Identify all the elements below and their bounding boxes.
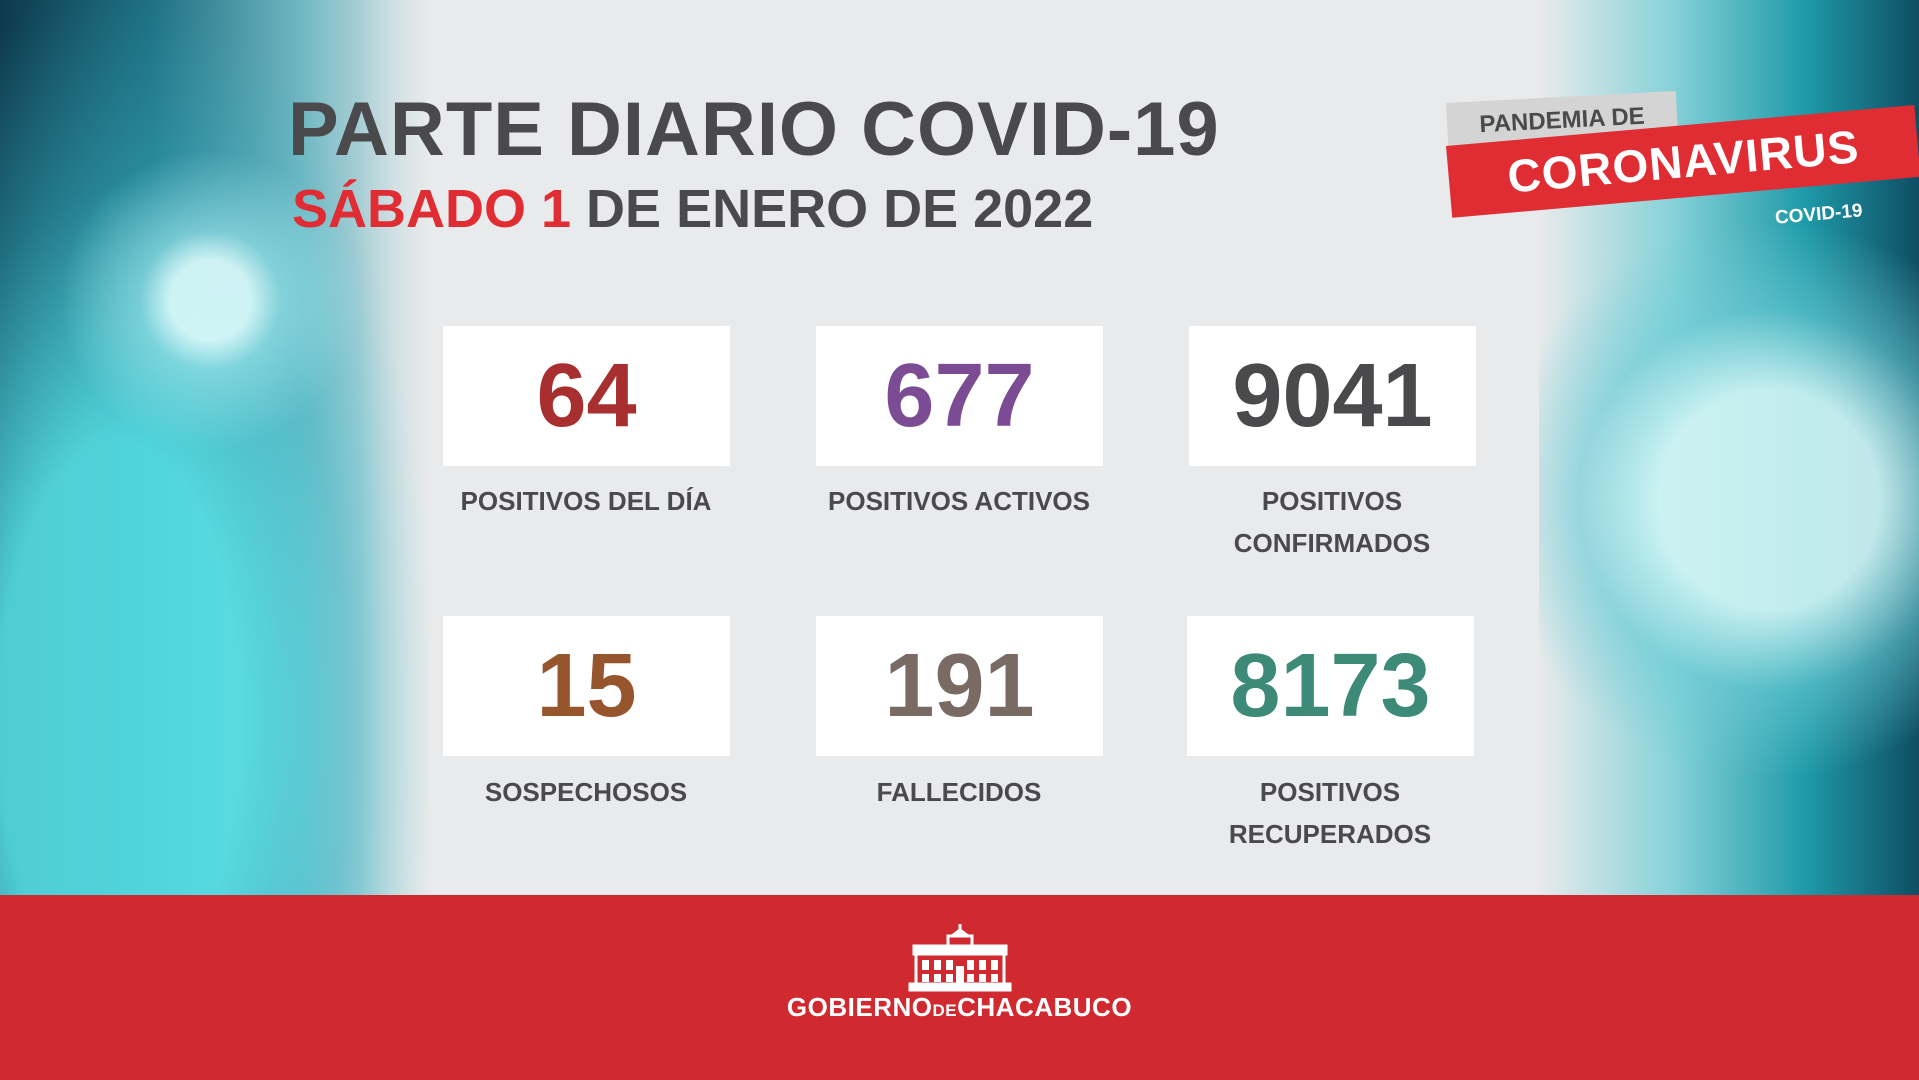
stat-value: 191 — [884, 636, 1035, 736]
gov-text-b: CHACABUCO — [957, 992, 1133, 1022]
stat-label: POSITIVOS RECUPERADOS — [1165, 771, 1495, 855]
stat-value: 9041 — [1232, 346, 1433, 446]
municipal-building-icon — [908, 924, 1012, 992]
stat-label: POSITIVOS DEL DÍA — [421, 480, 751, 522]
stat-label-line: RECUPERADOS — [1228, 819, 1432, 849]
stat-label-line: POSITIVOS ACTIVOS — [828, 486, 1090, 516]
stat-label-line: POSITIVOS DEL DÍA — [460, 486, 712, 516]
stat-value: 64 — [536, 346, 637, 446]
gov-text-a: GOBIERNO — [786, 992, 933, 1022]
stat-label-line: FALLECIDOS — [876, 777, 1042, 807]
stat-label: POSITIVOS CONFIRMADOS — [1167, 480, 1497, 564]
government-logo-text: GOBIERNODECHACABUCO — [0, 992, 1919, 1023]
stat-label-line: POSITIVOS — [1259, 777, 1401, 807]
stat-card-positivos-dia: 64 — [443, 326, 730, 466]
stat-value: 677 — [884, 346, 1035, 446]
stat-value: 8173 — [1230, 636, 1431, 736]
stat-label-line: CONFIRMADOS — [1233, 528, 1431, 558]
stat-label: POSITIVOS ACTIVOS — [794, 480, 1124, 522]
stat-value: 15 — [536, 636, 637, 736]
stat-card-positivos-recuperados: 8173 — [1187, 616, 1474, 756]
stat-card-positivos-confirmados: 9041 — [1189, 326, 1476, 466]
stat-label: FALLECIDOS — [794, 771, 1124, 813]
stat-card-sospechosos: 15 — [443, 616, 730, 756]
stat-card-positivos-activos: 677 — [816, 326, 1103, 466]
report-date: SÁBADO 1 DE ENERO DE 2022 — [292, 178, 1093, 240]
page-title: PARTE DIARIO COVID-19 — [288, 87, 1220, 172]
virus-background-left — [0, 0, 430, 895]
stat-label-line: POSITIVOS — [1261, 486, 1403, 516]
gov-text-de: DE — [932, 1001, 958, 1020]
stat-card-fallecidos: 191 — [816, 616, 1103, 756]
date-day: SÁBADO 1 — [292, 179, 572, 239]
stat-label-line: SOSPECHOSOS — [484, 777, 688, 807]
stat-label: SOSPECHOSOS — [421, 771, 751, 813]
date-rest: DE ENERO DE 2022 — [571, 179, 1094, 239]
